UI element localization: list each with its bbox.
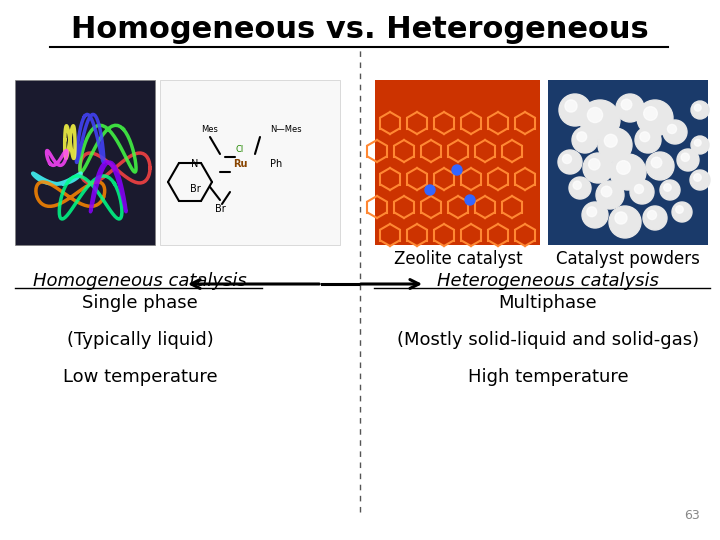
Text: Catalyst powders: Catalyst powders: [556, 250, 700, 268]
Circle shape: [640, 132, 649, 141]
Circle shape: [672, 202, 692, 222]
Circle shape: [577, 185, 586, 194]
Circle shape: [452, 165, 462, 175]
Circle shape: [650, 113, 665, 128]
Circle shape: [637, 100, 673, 136]
Circle shape: [582, 137, 592, 147]
Circle shape: [635, 127, 661, 153]
Text: Heterogeneous catalysis: Heterogeneous catalysis: [437, 272, 659, 290]
Circle shape: [691, 136, 709, 154]
Circle shape: [677, 149, 699, 171]
Circle shape: [698, 178, 706, 186]
Circle shape: [571, 106, 584, 119]
Bar: [15, 80, 155, 245]
Circle shape: [610, 154, 646, 190]
Circle shape: [694, 139, 701, 146]
Circle shape: [559, 94, 591, 126]
Text: Br: Br: [215, 204, 225, 214]
Circle shape: [588, 159, 600, 170]
Circle shape: [672, 129, 682, 139]
Text: Br: Br: [189, 184, 200, 194]
Circle shape: [592, 212, 602, 222]
Text: Ph: Ph: [270, 159, 282, 169]
Text: (Mostly solid-liquid and solid-gas): (Mostly solid-liquid and solid-gas): [397, 331, 699, 349]
Circle shape: [588, 107, 603, 123]
Text: Zeolite catalyst: Zeolite catalyst: [394, 250, 522, 268]
Circle shape: [562, 154, 572, 164]
Circle shape: [616, 94, 644, 122]
Text: Ru: Ru: [233, 159, 247, 169]
Circle shape: [691, 101, 709, 119]
Circle shape: [587, 207, 597, 217]
Circle shape: [616, 161, 630, 174]
Text: (Typically liquid): (Typically liquid): [67, 331, 213, 349]
Circle shape: [680, 210, 688, 218]
Circle shape: [594, 164, 606, 176]
Circle shape: [651, 157, 662, 168]
Circle shape: [667, 124, 677, 133]
Circle shape: [698, 108, 705, 115]
Text: Mes: Mes: [202, 125, 218, 134]
Circle shape: [565, 100, 577, 112]
Bar: [160, 80, 340, 245]
Circle shape: [567, 159, 577, 168]
Circle shape: [630, 180, 654, 204]
Circle shape: [693, 174, 701, 181]
Circle shape: [598, 128, 632, 162]
Circle shape: [425, 185, 435, 195]
Circle shape: [639, 189, 649, 199]
Circle shape: [644, 107, 657, 120]
Text: Single phase: Single phase: [82, 294, 198, 312]
Circle shape: [582, 202, 608, 228]
Circle shape: [569, 177, 591, 199]
Text: N—Mes: N—Mes: [270, 125, 302, 134]
Circle shape: [580, 100, 620, 140]
Circle shape: [558, 150, 582, 174]
Text: High temperature: High temperature: [468, 368, 629, 386]
Circle shape: [601, 186, 612, 197]
Circle shape: [675, 206, 683, 213]
Circle shape: [596, 181, 624, 209]
Circle shape: [577, 132, 587, 141]
Text: Low temperature: Low temperature: [63, 368, 217, 386]
Circle shape: [465, 195, 475, 205]
Text: Cl: Cl: [236, 145, 244, 154]
Circle shape: [595, 115, 611, 131]
Text: Homogeneous catalysis: Homogeneous catalysis: [33, 272, 247, 290]
Text: Homogeneous vs. Heterogeneous: Homogeneous vs. Heterogeneous: [71, 15, 649, 44]
Circle shape: [609, 206, 641, 238]
Circle shape: [624, 167, 638, 182]
Circle shape: [615, 212, 627, 224]
Circle shape: [657, 163, 667, 174]
Circle shape: [694, 104, 701, 111]
Text: N: N: [192, 159, 199, 169]
Circle shape: [573, 181, 582, 190]
Circle shape: [572, 127, 598, 153]
Circle shape: [663, 120, 687, 144]
Text: 63: 63: [684, 509, 700, 522]
Circle shape: [685, 157, 694, 166]
Circle shape: [644, 137, 655, 147]
Circle shape: [583, 153, 613, 183]
Circle shape: [698, 143, 705, 150]
Circle shape: [643, 206, 667, 230]
Circle shape: [652, 215, 662, 225]
Circle shape: [690, 170, 710, 190]
Circle shape: [621, 218, 634, 231]
Bar: [375, 80, 540, 245]
Circle shape: [634, 185, 644, 193]
Circle shape: [664, 184, 671, 191]
Circle shape: [681, 153, 690, 161]
Circle shape: [647, 211, 657, 220]
Bar: [548, 80, 708, 245]
Circle shape: [646, 152, 674, 180]
Circle shape: [606, 192, 618, 202]
Circle shape: [604, 134, 617, 147]
Circle shape: [660, 180, 680, 200]
Text: Multiphase: Multiphase: [499, 294, 598, 312]
Circle shape: [621, 99, 632, 110]
Circle shape: [626, 105, 638, 116]
Circle shape: [667, 187, 675, 195]
Circle shape: [611, 141, 624, 154]
